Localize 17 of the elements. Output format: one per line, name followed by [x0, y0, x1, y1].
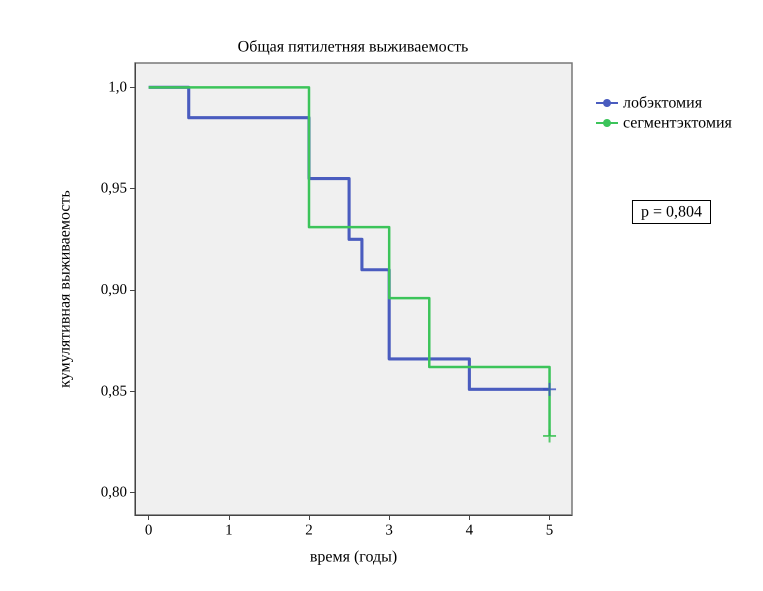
- x-tick-label: 4: [466, 522, 474, 538]
- x-tick-label: 0: [144, 522, 152, 538]
- y-tick-label: 0,90: [100, 282, 127, 298]
- y-tick-label: 1,0: [108, 79, 127, 96]
- x-tick-label: 3: [385, 522, 393, 538]
- y-axis-title: кумулятивная выживаемость: [56, 190, 74, 388]
- y-tick-label: 0,85: [100, 383, 127, 400]
- y-tick-label: 0,80: [100, 484, 127, 501]
- chart-title: Общая пятилетняя выживаемость: [238, 38, 468, 56]
- x-tick-label: 1: [225, 522, 233, 538]
- text: p = 0,804: [640, 204, 702, 220]
- x-tick-label: 2: [305, 522, 313, 538]
- x-tick-label: 5: [546, 522, 554, 538]
- x-axis-title: время (годы): [310, 548, 398, 566]
- y-tick-label: 0,95: [100, 180, 127, 197]
- legend-label: лобэктомия: [623, 94, 703, 112]
- legend-label: сегментэктомия: [623, 114, 733, 132]
